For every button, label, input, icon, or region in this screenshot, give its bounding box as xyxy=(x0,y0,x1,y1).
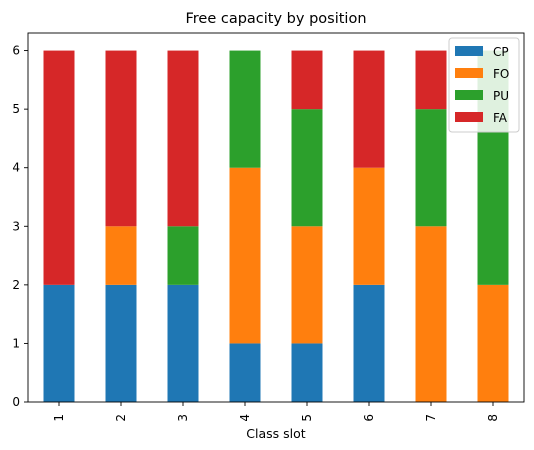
legend-label-fa: FA xyxy=(493,111,508,125)
bar-fa-slot-3 xyxy=(167,50,199,227)
y-tick-label: 0 xyxy=(12,395,20,409)
bar-fa-slot-6 xyxy=(353,50,385,168)
legend: CP FO PU FA xyxy=(448,37,520,133)
bar-fo-slot-5 xyxy=(291,226,323,344)
legend-swatch-pu xyxy=(455,90,483,100)
y-tick-label: 3 xyxy=(12,219,20,233)
bar-cp-slot-1 xyxy=(43,284,75,402)
x-tick-label: 7 xyxy=(424,414,438,422)
bar-fo-slot-8 xyxy=(477,284,509,402)
legend-label-fo: FO xyxy=(493,67,509,81)
bar-pu-slot-5 xyxy=(291,109,323,227)
bar-cp-slot-5 xyxy=(291,343,323,402)
legend-label-pu: PU xyxy=(493,89,509,103)
y-tick-label: 1 xyxy=(12,336,20,350)
y-tick-label: 4 xyxy=(12,161,20,175)
legend-swatch-cp xyxy=(455,46,483,56)
bar-cp-slot-2 xyxy=(105,284,137,402)
x-tick-label: 2 xyxy=(114,414,128,422)
bar-fa-slot-1 xyxy=(43,50,75,285)
y-axis-ticks: 0 1 2 3 4 5 6 xyxy=(12,44,28,409)
bar-cp-slot-4 xyxy=(229,343,261,402)
legend-swatch-fa xyxy=(455,112,483,122)
x-tick-label: 4 xyxy=(238,414,252,422)
y-tick-label: 2 xyxy=(12,278,20,292)
x-tick-label: 5 xyxy=(300,414,314,422)
bar-fo-slot-7 xyxy=(415,226,447,402)
axes xyxy=(27,32,525,403)
bar-pu-slot-3 xyxy=(167,226,199,285)
x-tick-label: 3 xyxy=(176,414,190,422)
bar-fa-slot-2 xyxy=(105,50,137,227)
x-axis-ticks: 1 2 3 4 5 6 7 8 xyxy=(52,402,500,422)
legend-swatch-fo xyxy=(455,68,483,78)
y-tick-label: 6 xyxy=(12,44,20,58)
x-tick-label: 1 xyxy=(52,414,66,422)
x-axis-label: Class slot xyxy=(246,426,305,441)
legend-label-cp: CP xyxy=(493,45,509,59)
bars-layer xyxy=(43,50,509,402)
bar-fo-slot-2 xyxy=(105,226,137,285)
bar-fa-slot-5 xyxy=(291,50,323,110)
bar-fo-slot-4 xyxy=(229,167,261,344)
x-tick-label: 6 xyxy=(362,414,376,422)
bar-cp-slot-6 xyxy=(353,284,385,402)
legend-box xyxy=(448,37,520,133)
chart-title: Free capacity by position xyxy=(185,11,366,27)
x-tick-label: 8 xyxy=(486,414,500,422)
bar-cp-slot-3 xyxy=(167,284,199,402)
bar-fo-slot-6 xyxy=(353,167,385,285)
bar-pu-slot-7 xyxy=(415,109,447,227)
bar-pu-slot-4 xyxy=(229,50,261,168)
y-tick-label: 5 xyxy=(12,102,20,116)
plot-frame xyxy=(27,32,525,403)
bar-fa-slot-7 xyxy=(415,50,447,110)
